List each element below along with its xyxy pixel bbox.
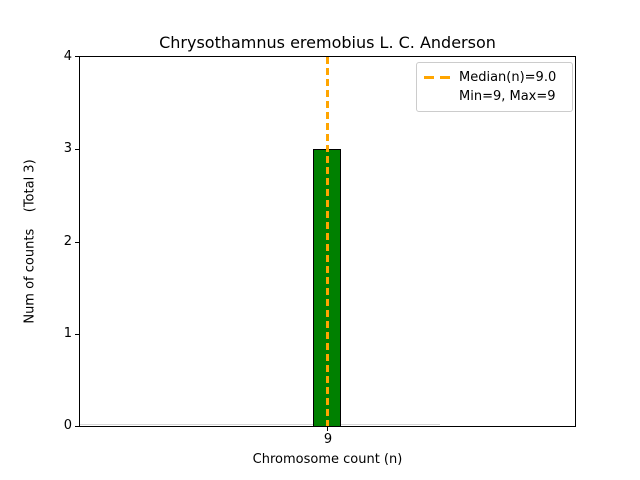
legend-label-median: Median(n)=9.0 <box>459 70 557 85</box>
x-axis-label: Chromosome count (n) <box>252 452 403 467</box>
orange-dashed-line-icon <box>424 76 451 79</box>
legend-entry-median: Median(n)=9.0 <box>424 68 564 87</box>
legend-handle-spacer <box>424 95 451 98</box>
y-tick-label-2: 2 <box>63 234 72 249</box>
y-tick-label-0: 0 <box>63 418 72 433</box>
plot-area: Median(n)=9.0 Min=9, Max=9 <box>79 56 576 427</box>
median-dashed-line <box>326 57 329 426</box>
y-tick-mark-4 <box>75 56 79 57</box>
x-tick-mark-9 <box>327 427 328 431</box>
y-tick-mark-1 <box>75 334 79 335</box>
y-tick-mark-3 <box>75 149 79 150</box>
y-tick-mark-0 <box>75 426 79 427</box>
legend-label-minmax: Min=9, Max=9 <box>459 89 556 104</box>
y-axis-label: Num of counts (Total 3) <box>22 159 38 324</box>
legend: Median(n)=9.0 Min=9, Max=9 <box>416 62 573 112</box>
x-tick-label-9: 9 <box>323 432 333 447</box>
y-tick-label-1: 1 <box>63 326 72 341</box>
y-tick-label-4: 4 <box>63 49 72 64</box>
legend-entry-minmax: Min=9, Max=9 <box>424 87 564 106</box>
chart-title: Chrysothamnus eremobius L. C. Anderson <box>159 33 496 52</box>
y-tick-label-3: 3 <box>63 141 72 156</box>
y-tick-mark-2 <box>75 242 79 243</box>
zero-height-bins-baseline <box>80 424 440 425</box>
